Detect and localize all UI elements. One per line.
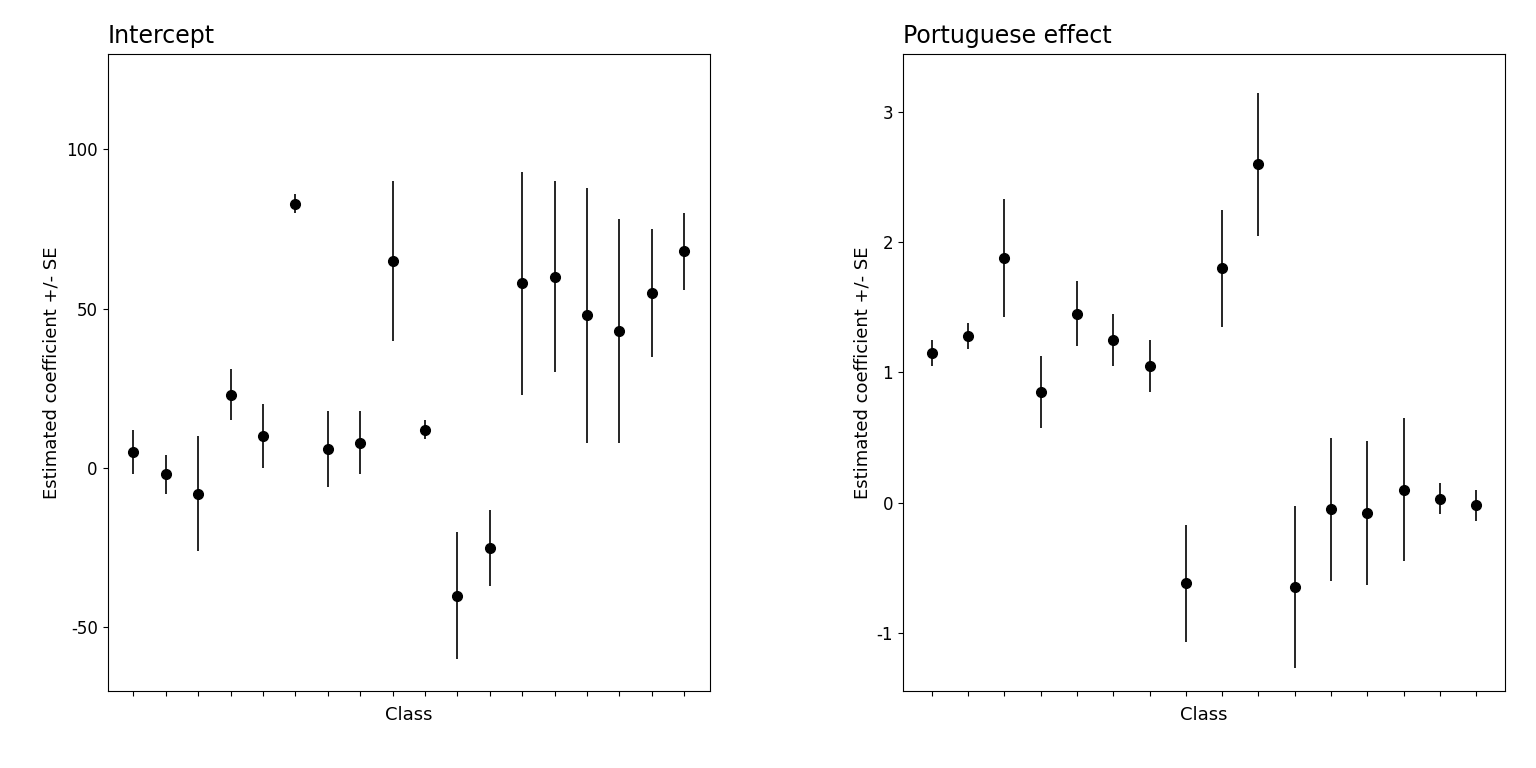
Text: Intercept: Intercept [108, 24, 215, 48]
Text: Portuguese effect: Portuguese effect [903, 24, 1112, 48]
X-axis label: Class: Class [1180, 707, 1227, 724]
Y-axis label: Estimated coefficient +/- SE: Estimated coefficient +/- SE [43, 247, 60, 498]
Y-axis label: Estimated coefficient +/- SE: Estimated coefficient +/- SE [852, 247, 871, 498]
X-axis label: Class: Class [386, 707, 433, 724]
